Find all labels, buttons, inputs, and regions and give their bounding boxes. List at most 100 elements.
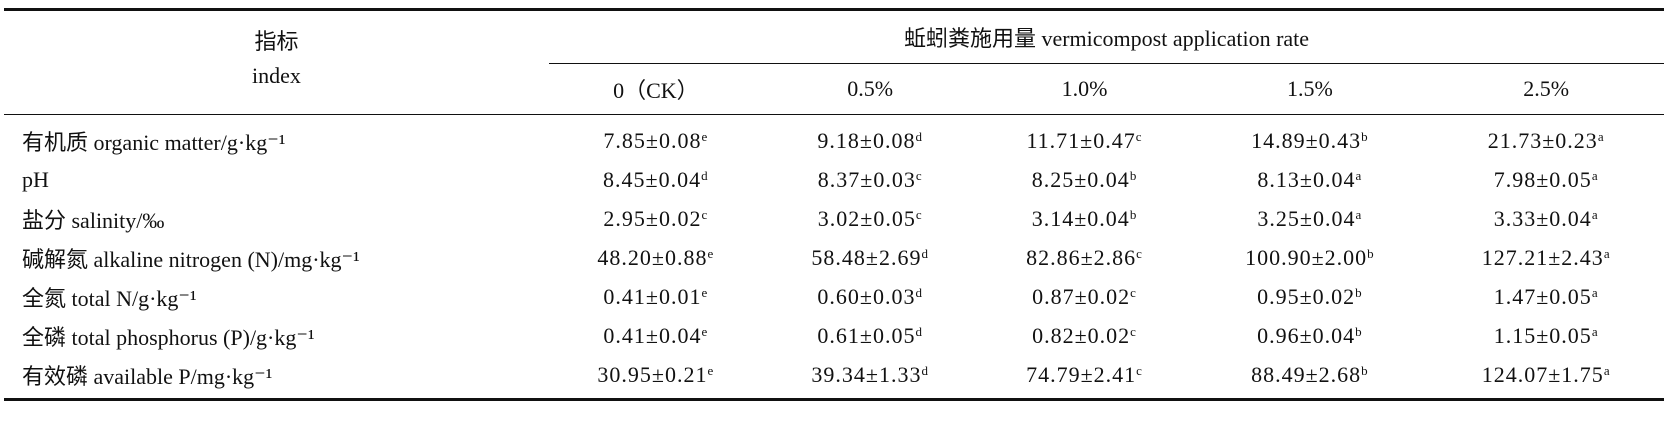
table-cell: 8.45±0.04d — [549, 160, 763, 199]
cell-value: 0.61±0.05 — [817, 322, 916, 348]
table-body: 有机质 organic matter/g·kg⁻¹ 7.85±0.08e 9.18±… — [4, 115, 1664, 401]
table-cell: 0.82±0.02c — [978, 316, 1192, 355]
table-row: 有效磷 available P/mg·kg⁻¹ 30.95±0.21e 39.34±… — [4, 355, 1664, 401]
cell-value: 0.87±0.02 — [1032, 283, 1131, 309]
cell-value: 39.34±1.33 — [811, 361, 922, 387]
table-cell: 2.95±0.02c — [549, 199, 763, 238]
header-row: 0（CK） 0.5% 1.0% 1.5% 2.5% — [4, 63, 1664, 115]
cell-value: 8.37±0.03 — [817, 166, 916, 192]
significance-letter: d — [921, 245, 929, 261]
cell-value: 0.60±0.03 — [817, 283, 916, 309]
cell-value: 3.33±0.04 — [1493, 205, 1592, 231]
table-cell: 8.13±0.04a — [1191, 160, 1428, 199]
significance-letter: c — [1136, 245, 1143, 261]
significance-letter: b — [1367, 245, 1375, 261]
table-cell: 0.41±0.01e — [549, 277, 763, 316]
cell-value: 3.02±0.05 — [817, 205, 916, 231]
table-cell: 48.20±0.88e — [549, 238, 763, 277]
significance-letter: d — [915, 323, 923, 339]
significance-letter: d — [701, 167, 709, 183]
significance-letter: b — [1355, 284, 1363, 300]
table-cell: 8.37±0.03c — [763, 160, 978, 199]
table-cell: 1.15±0.05a — [1428, 316, 1664, 355]
significance-letter: a — [1603, 362, 1611, 378]
table-cell: 124.07±1.75a — [1428, 355, 1664, 401]
data-table: 指标 index 蚯蚓粪施用量 vermicompost application r… — [4, 8, 1664, 401]
significance-letter: c — [915, 206, 923, 222]
cell-value: 7.98±0.05 — [1493, 166, 1592, 192]
cell-value: 127.21±2.43 — [1481, 244, 1604, 270]
significance-letter: a — [1591, 284, 1599, 300]
significance-letter: d — [921, 362, 929, 378]
significance-letter: c — [1135, 128, 1143, 144]
cell-value: 100.90±2.00 — [1245, 244, 1368, 270]
table-cell: 9.18±0.08d — [763, 115, 978, 161]
cell-value: 14.89±0.43 — [1251, 127, 1362, 153]
group-header: 蚯蚓粪施用量 vermicompost application rate — [549, 8, 1664, 64]
cell-value: 9.18±0.08 — [817, 127, 916, 153]
cell-value: 8.25±0.04 — [1031, 166, 1130, 192]
table-row: 全磷 total phosphorus (P)/g·kg⁻¹ 0.41±0.04e… — [4, 316, 1664, 355]
cell-value: 0.96±0.04 — [1257, 322, 1356, 348]
significance-letter: e — [707, 245, 715, 261]
significance-letter: b — [1129, 206, 1138, 222]
significance-letter: e — [701, 284, 709, 300]
significance-letter: c — [1136, 362, 1143, 378]
table-cell: 21.73±0.23a — [1428, 115, 1664, 161]
cell-value: 48.20±0.88 — [597, 244, 708, 270]
significance-letter: a — [1603, 245, 1611, 261]
table-cell: 88.49±2.68b — [1191, 355, 1429, 401]
table-cell: 100.90±2.00b — [1191, 238, 1428, 277]
table-cell: 39.34±1.33d — [762, 355, 978, 401]
cell-value: 88.49±2.68 — [1251, 361, 1362, 387]
significance-letter: b — [1129, 167, 1138, 183]
significance-letter: b — [1361, 128, 1369, 144]
significance-letter: d — [915, 128, 923, 144]
table-cell: 0.95±0.02b — [1191, 277, 1428, 316]
row-label: 有机质 organic matter/g·kg⁻¹ — [22, 129, 286, 155]
table-cell: 0.96±0.04b — [1191, 316, 1428, 355]
cell-value: 3.14±0.04 — [1031, 205, 1130, 231]
significance-letter: b — [1361, 362, 1369, 378]
cell-value: 1.15±0.05 — [1493, 322, 1592, 348]
header-row: 指标 index 蚯蚓粪施用量 vermicompost application r… — [4, 8, 1664, 115]
table-cell: 7.98±0.05a — [1428, 160, 1664, 199]
table-cell: 3.02±0.05c — [763, 199, 978, 238]
table-cell: 127.21±2.43a — [1428, 238, 1664, 277]
row-label: pH — [22, 166, 49, 192]
row-label: 盐分 salinity/‰ — [22, 207, 165, 233]
table-cell: 3.25±0.04a — [1191, 199, 1428, 238]
cell-value: 21.73±0.23 — [1487, 127, 1598, 153]
cell-value: 0.82±0.02 — [1032, 322, 1131, 348]
table-cell: 30.95±0.21e — [549, 355, 763, 401]
table-cell: 14.89±0.43b — [1191, 115, 1428, 161]
table-row: 有机质 organic matter/g·kg⁻¹ 7.85±0.08e 9.18±… — [4, 115, 1664, 161]
significance-letter: b — [1355, 323, 1363, 339]
cell-value: 0.95±0.02 — [1257, 283, 1356, 309]
significance-letter: a — [1591, 167, 1599, 183]
table-row: pH 8.45±0.04d 8.37±0.03c 8.25±0.04b 8.13±0.0… — [4, 160, 1664, 199]
cell-value: 82.86±2.86 — [1026, 244, 1137, 270]
significance-letter: e — [701, 128, 709, 144]
row-label: 碱解氮 alkaline nitrogen (N)/mg·kg⁻¹ — [22, 246, 360, 272]
cell-value: 124.07±1.75 — [1481, 361, 1604, 387]
table-cell: 3.14±0.04b — [978, 199, 1192, 238]
significance-letter: c — [1130, 323, 1137, 339]
table-row: 盐分 salinity/‰ 2.95±0.02c 3.02±0.05c 3.14±0.… — [4, 199, 1664, 238]
table-cell: 11.71±0.47c — [978, 115, 1192, 161]
row-label: 全磷 total phosphorus (P)/g·kg⁻¹ — [22, 324, 315, 350]
significance-letter: a — [1355, 206, 1363, 222]
column-header: 0.5% — [762, 63, 978, 115]
cell-value: 7.85±0.08 — [603, 127, 702, 153]
table-cell: 3.33±0.04a — [1428, 199, 1664, 238]
significance-letter: d — [915, 284, 923, 300]
table-row: 碱解氮 alkaline nitrogen (N)/mg·kg⁻¹ 48.20±0… — [4, 238, 1664, 277]
significance-letter: e — [701, 323, 709, 339]
index-header: 指标 index — [4, 8, 549, 115]
significance-letter: c — [701, 206, 709, 222]
column-header: 1.0% — [977, 63, 1192, 115]
table-cell: 0.87±0.02c — [978, 277, 1192, 316]
column-header: 2.5% — [1428, 63, 1664, 115]
significance-letter: a — [1597, 128, 1605, 144]
